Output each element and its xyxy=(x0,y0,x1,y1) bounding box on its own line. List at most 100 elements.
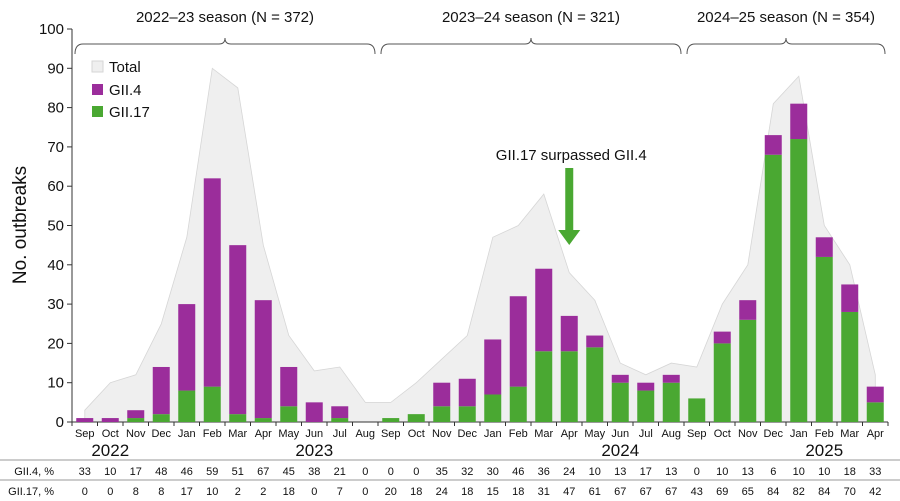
bar-gii4 xyxy=(280,366,298,407)
y-tick-label: 40 xyxy=(47,257,64,274)
table-cell: 17 xyxy=(130,466,142,478)
month-label: Sep xyxy=(381,428,401,440)
y-tick-label: 50 xyxy=(47,218,64,235)
table-cell: 38 xyxy=(308,466,320,478)
season-brace xyxy=(74,37,376,55)
month-label: Feb xyxy=(509,428,528,440)
year-label: 2022 xyxy=(91,441,129,460)
month-label: Nov xyxy=(738,428,758,440)
bar-gii17 xyxy=(229,414,247,422)
bar-gii4 xyxy=(152,366,170,415)
bar-gii17 xyxy=(127,418,145,422)
month-label: Oct xyxy=(102,428,119,440)
table-cell: 10 xyxy=(716,466,728,478)
bar-gii17 xyxy=(509,386,527,422)
month-label: Jan xyxy=(790,428,808,440)
bar-gii4 xyxy=(203,178,221,387)
table-cell: 31 xyxy=(538,486,550,498)
table-cell: 30 xyxy=(487,466,499,478)
table-cell: 82 xyxy=(793,486,805,498)
table-cell: 18 xyxy=(283,486,295,498)
bar-gii4 xyxy=(101,418,119,422)
table-cell: 59 xyxy=(206,466,218,478)
bar-gii4 xyxy=(662,374,680,383)
bar-gii17 xyxy=(560,351,578,422)
table-cell: 70 xyxy=(844,486,856,498)
table-cell: 15 xyxy=(487,486,499,498)
table-cell: 84 xyxy=(818,486,830,498)
bar-gii4 xyxy=(509,296,527,387)
month-label: Nov xyxy=(432,428,452,440)
table-cell: 43 xyxy=(691,486,703,498)
month-label: Apr xyxy=(867,428,884,440)
bar-gii4 xyxy=(611,374,629,383)
bar-gii17 xyxy=(688,398,706,422)
bar-gii4 xyxy=(305,402,323,422)
table-cell: 10 xyxy=(818,466,830,478)
axes-layer: 0 10 20 30 40 50 60 70 80 90 100 xyxy=(39,21,889,431)
bar-gii4 xyxy=(841,284,859,312)
year-label: 2023 xyxy=(295,441,333,460)
table-cell: 18 xyxy=(410,486,422,498)
bar-gii17 xyxy=(764,154,782,422)
season-brace xyxy=(380,37,682,55)
table-cell: 67 xyxy=(665,486,677,498)
season-label: 2024–25 season (N = 354) xyxy=(697,9,875,26)
legend-swatch xyxy=(92,84,103,95)
table-cell: 33 xyxy=(79,466,91,478)
y-tick-label: 20 xyxy=(47,335,64,352)
bar-gii4 xyxy=(866,386,884,403)
table-cell: 69 xyxy=(716,486,728,498)
legend-swatch xyxy=(91,60,104,73)
bar-gii4 xyxy=(433,382,451,407)
table-layer: GII.4, % 33 10 17 48 46 59 51 67 45 38 21 0 0 0 35 32 30 4… xyxy=(0,459,900,498)
y-tick-label: 90 xyxy=(47,60,64,77)
month-label: Jul xyxy=(333,428,347,440)
bar-gii4 xyxy=(254,300,272,419)
month-label: Jun xyxy=(305,428,323,440)
legend-label: Total xyxy=(109,59,141,76)
month-label: May xyxy=(278,428,299,440)
month-label: Oct xyxy=(714,428,731,440)
y-tick-label: 100 xyxy=(39,21,64,38)
bar-gii17 xyxy=(484,394,502,422)
table-cell: 24 xyxy=(436,486,448,498)
month-label: Feb xyxy=(815,428,834,440)
table-cell: 10 xyxy=(206,486,218,498)
bar-gii17 xyxy=(280,406,298,422)
table-cell: 47 xyxy=(563,486,575,498)
month-label: Dec xyxy=(457,428,477,440)
year-label: 2024 xyxy=(601,441,639,460)
bar-gii4 xyxy=(586,335,604,348)
legend-label: GII.17 xyxy=(109,104,150,121)
total-area-layer xyxy=(84,67,876,423)
table-cell: 0 xyxy=(413,466,419,478)
table-cell: 36 xyxy=(538,466,550,478)
table-cell: 0 xyxy=(388,466,394,478)
month-label: Nov xyxy=(126,428,146,440)
month-label: Aug xyxy=(661,428,681,440)
bar-gii4 xyxy=(331,406,349,419)
table-cell: 48 xyxy=(155,466,167,478)
y-tick-label: 0 xyxy=(56,414,64,431)
bar-gii17 xyxy=(382,418,400,422)
bar-gii4 xyxy=(764,135,782,155)
table-cell: 67 xyxy=(257,466,269,478)
bar-gii4 xyxy=(739,300,757,320)
table-cell: 10 xyxy=(793,466,805,478)
bar-gii17 xyxy=(739,319,757,422)
table-cell: 33 xyxy=(869,466,881,478)
month-label: Aug xyxy=(355,428,375,440)
annotation-arrow xyxy=(558,168,581,245)
bar-gii4 xyxy=(229,245,247,415)
bar-gii17 xyxy=(152,414,170,422)
month-label: Mar xyxy=(228,428,247,440)
bar-gii17 xyxy=(713,343,731,422)
season-brace xyxy=(686,37,886,55)
table-cell: 17 xyxy=(181,486,193,498)
legend-label: GII.4 xyxy=(109,82,142,99)
table-cell: 10 xyxy=(589,466,601,478)
table-cell: 67 xyxy=(640,486,652,498)
table-row-label: GII.4, % xyxy=(14,466,54,478)
table-cell: 0 xyxy=(362,466,368,478)
